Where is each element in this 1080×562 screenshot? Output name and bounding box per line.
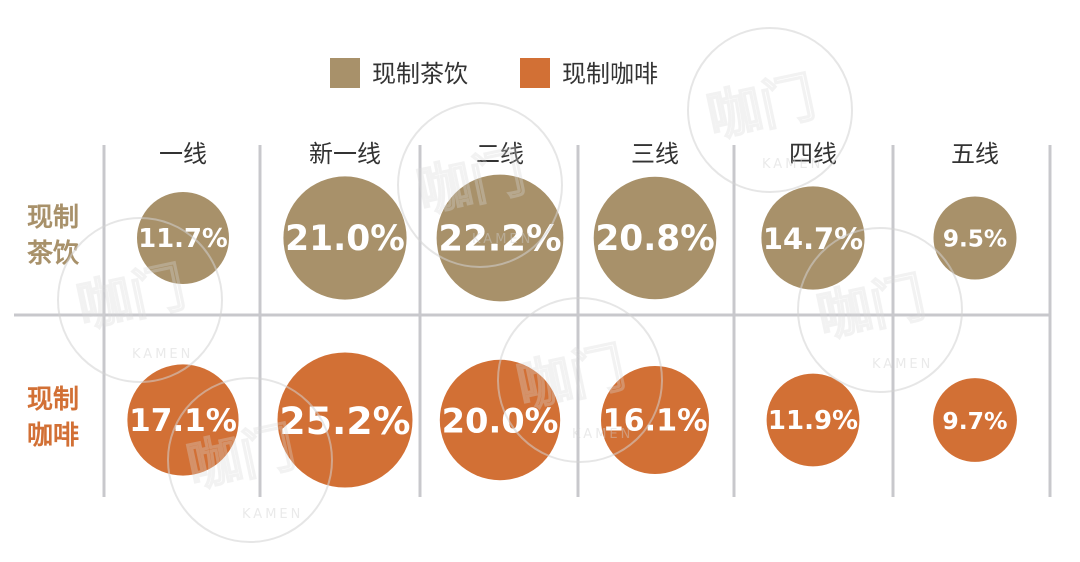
watermark-latin: KAMEN bbox=[872, 357, 933, 372]
bubble: 21.0% bbox=[283, 176, 407, 300]
bubble-circle bbox=[933, 378, 1017, 462]
watermark-ring bbox=[797, 227, 963, 393]
bubble-label: 11.7% bbox=[138, 224, 228, 254]
grid bbox=[14, 145, 1052, 497]
bubble-circle bbox=[766, 373, 860, 467]
bubble: 17.1% bbox=[127, 364, 239, 476]
column-label: 新一线 bbox=[309, 140, 381, 168]
watermark-latin: KAMEN bbox=[472, 232, 533, 247]
bubble-circle bbox=[283, 176, 407, 300]
legend-swatch bbox=[330, 58, 360, 88]
watermark-ring bbox=[57, 217, 223, 383]
bubble-circle bbox=[436, 174, 564, 302]
bubble: 25.2% bbox=[277, 352, 413, 488]
row-label: 咖啡 bbox=[27, 421, 79, 451]
watermark-latin: KAMEN bbox=[762, 157, 823, 172]
watermark-ring bbox=[397, 102, 563, 268]
legend-label: 现制咖啡 bbox=[562, 60, 658, 88]
bubble-circle bbox=[277, 352, 413, 488]
bubble: 11.9% bbox=[766, 373, 860, 467]
bubble-label: 17.1% bbox=[129, 403, 237, 439]
bubble: 14.7% bbox=[761, 186, 865, 290]
bubble-label: 11.9% bbox=[768, 406, 858, 436]
bubble-label: 16.1% bbox=[603, 404, 708, 439]
column-label: 四线 bbox=[789, 140, 837, 168]
bubble: 9.7% bbox=[933, 378, 1017, 462]
legend-swatch bbox=[520, 58, 550, 88]
row-label: 现制 bbox=[27, 203, 79, 233]
column-label: 一线 bbox=[159, 140, 207, 168]
row-label: 现制 bbox=[27, 385, 79, 415]
bubble-label: 20.0% bbox=[442, 402, 559, 441]
bubble-circle bbox=[439, 359, 561, 481]
watermark-ring bbox=[167, 377, 333, 543]
bubble-circle bbox=[127, 364, 239, 476]
watermark-latin: KAMEN bbox=[242, 507, 303, 522]
bubble: 9.5% bbox=[933, 196, 1017, 280]
bubble-label: 14.7% bbox=[763, 222, 863, 256]
bubble: 20.0% bbox=[439, 359, 561, 481]
bubble-circle bbox=[593, 176, 717, 300]
bubble-circle bbox=[761, 186, 865, 290]
legend-label: 现制茶饮 bbox=[372, 60, 468, 88]
watermark-ring bbox=[687, 27, 853, 193]
watermark-latin: KAMEN bbox=[572, 427, 633, 442]
bubble: 20.8% bbox=[593, 176, 717, 300]
legend-item: 现制咖啡 bbox=[520, 58, 658, 88]
column-label: 二线 bbox=[476, 140, 524, 168]
legend: 现制茶饮 现制咖啡 bbox=[330, 58, 658, 88]
bubble-label: 9.5% bbox=[943, 226, 1007, 253]
bubble-label: 9.7% bbox=[942, 407, 1007, 435]
bubble: 22.2% bbox=[436, 174, 564, 302]
legend-item: 现制茶饮 bbox=[330, 58, 468, 88]
column-label: 五线 bbox=[951, 140, 999, 168]
watermark-ring bbox=[497, 297, 663, 463]
bubble-label: 25.2% bbox=[279, 399, 410, 443]
bubble-label: 20.8% bbox=[595, 219, 714, 259]
column-label: 三线 bbox=[631, 140, 679, 168]
watermark-latin: KAMEN bbox=[132, 347, 193, 362]
bubble: 11.7% bbox=[137, 192, 229, 284]
bubble-circle bbox=[933, 196, 1017, 280]
bubble-label: 21.0% bbox=[285, 219, 405, 259]
bubbles: 11.7% 21.0% 22.2% 20.8% 14.7% 9.5% 17.1% 25.2% 2… bbox=[127, 174, 1017, 488]
bubble-circle bbox=[137, 192, 229, 284]
